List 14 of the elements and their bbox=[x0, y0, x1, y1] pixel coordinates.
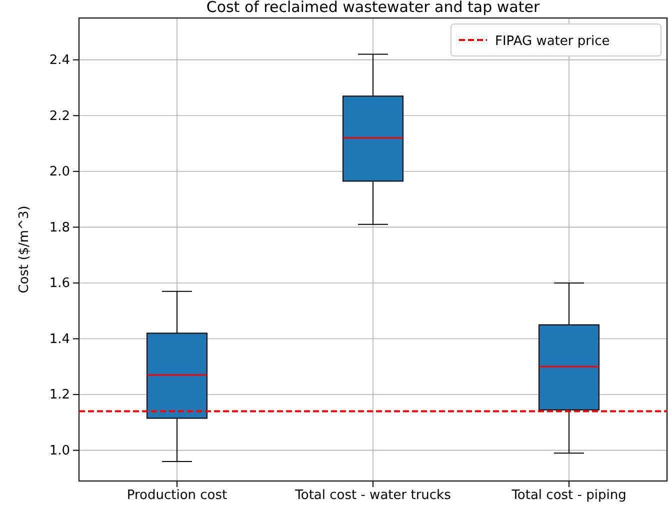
y-tick-label: 2.4 bbox=[49, 52, 70, 68]
chart-title: Cost of reclaimed wastewater and tap water bbox=[206, 0, 540, 16]
y-tick-label: 1.4 bbox=[49, 332, 70, 347]
legend-label: FIPAG water price bbox=[495, 34, 610, 49]
y-tick-label: 1.0 bbox=[49, 443, 70, 458]
x-tick-label: Production cost bbox=[126, 488, 228, 504]
y-tick-label: 1.8 bbox=[49, 220, 70, 236]
y-tick-label: 2.2 bbox=[49, 108, 70, 124]
y-tick-label: 1.2 bbox=[49, 388, 70, 403]
x-tick-label: Total cost - water trucks bbox=[294, 488, 452, 504]
x-tick-label: Total cost - piping bbox=[510, 488, 626, 504]
y-axis-title: Cost ($/m^3) bbox=[17, 206, 32, 294]
y-tick-label: 2.0 bbox=[49, 164, 70, 180]
y-tick-label: 1.6 bbox=[49, 276, 70, 292]
